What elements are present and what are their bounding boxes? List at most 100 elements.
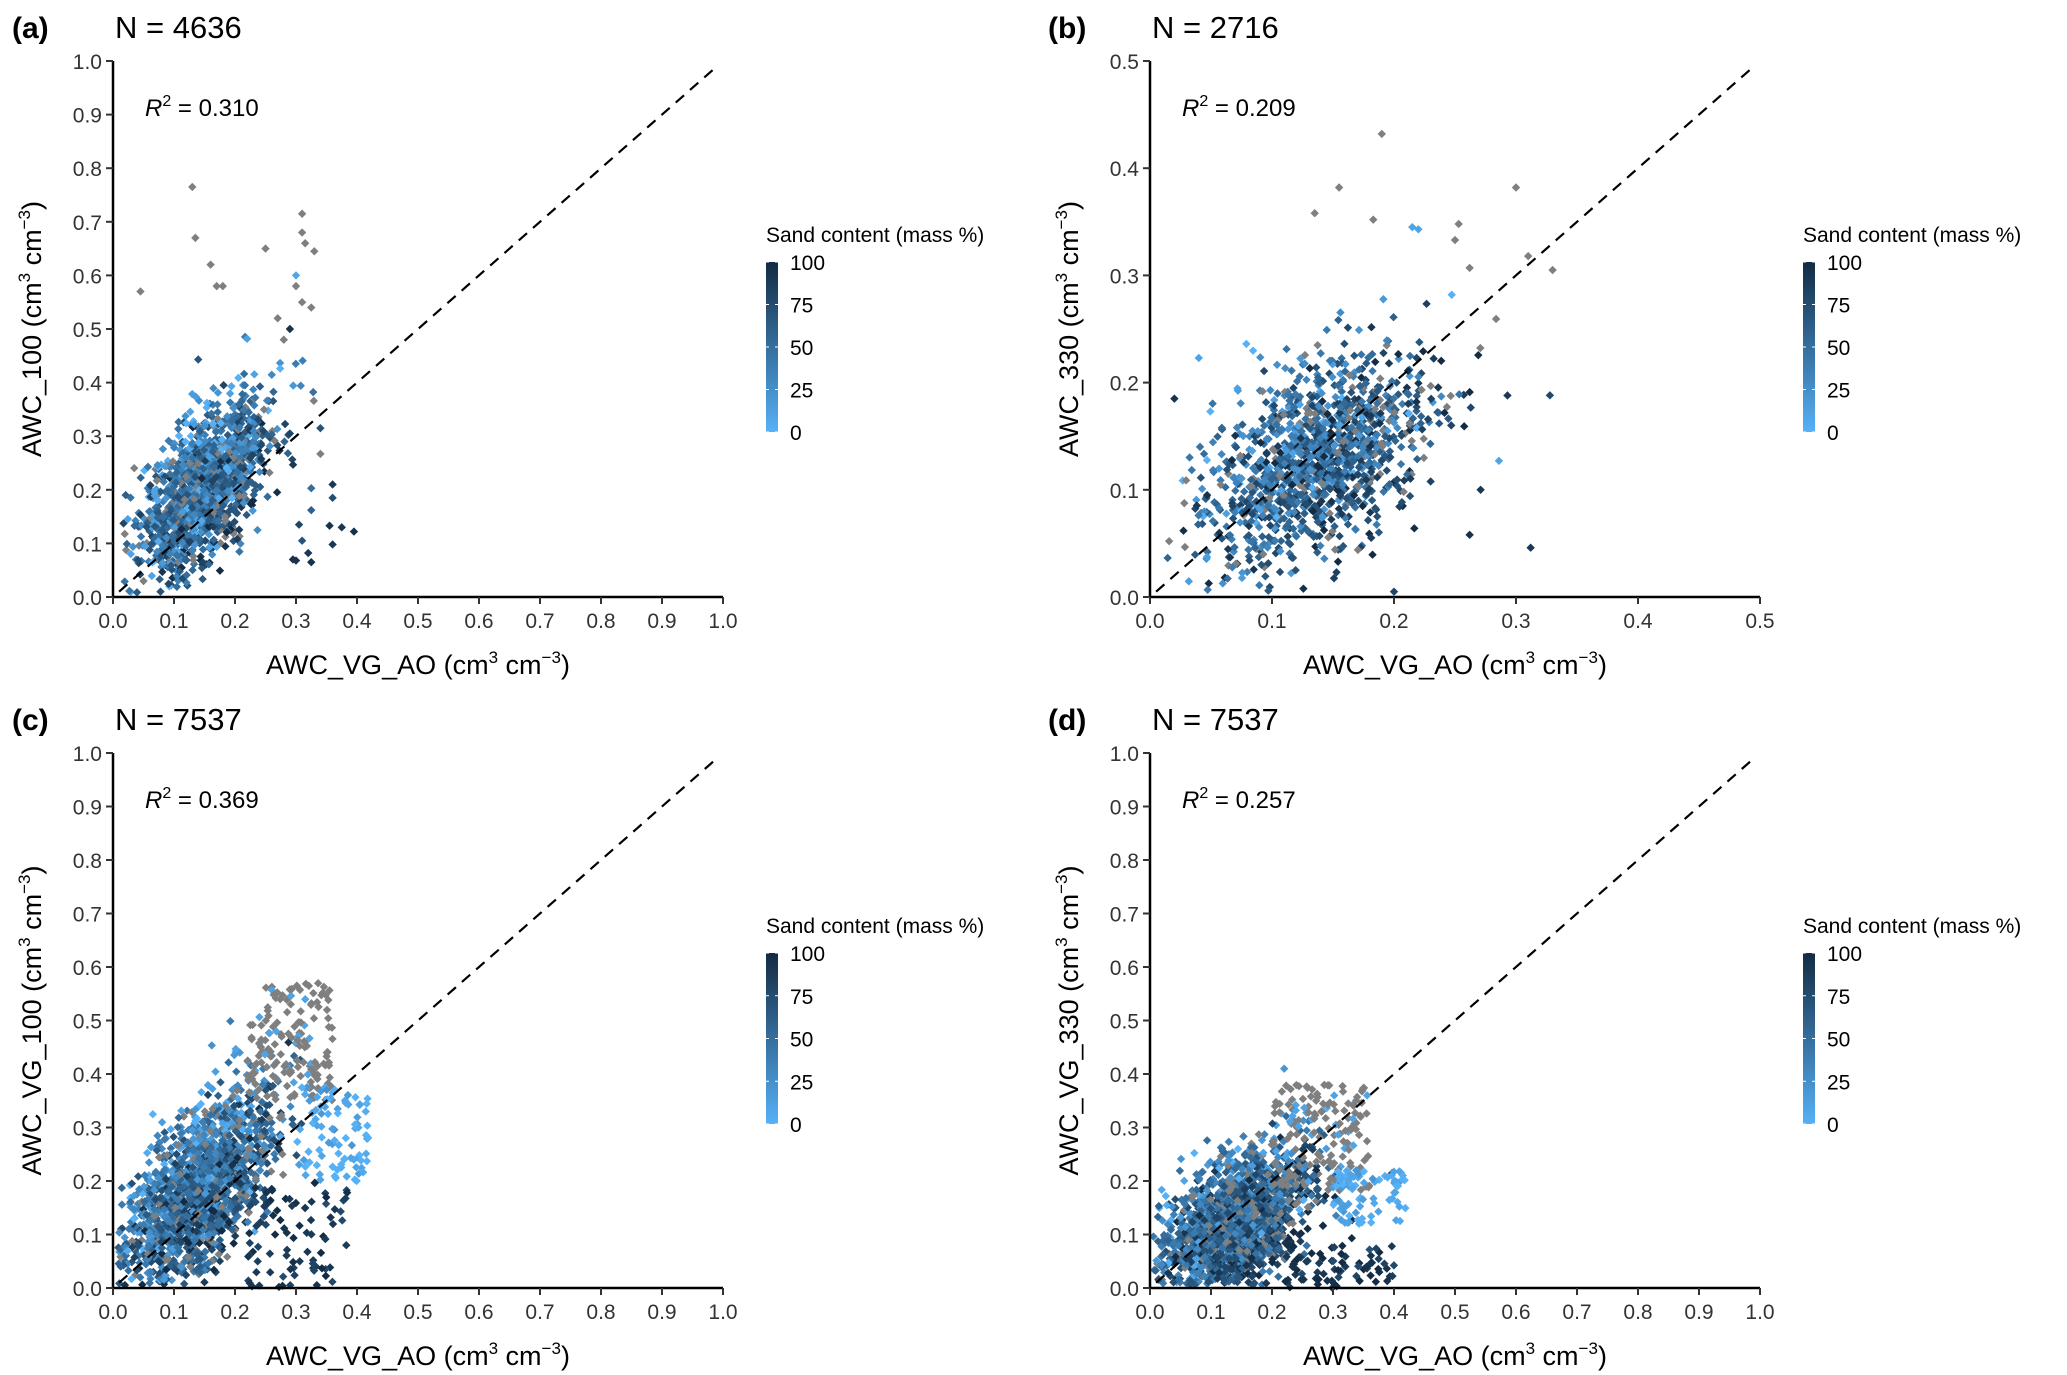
y-tick-label: 0.4 — [73, 1064, 103, 1087]
data-point — [262, 1092, 272, 1101]
data-point — [182, 570, 191, 580]
one-to-one-line — [1155, 65, 1755, 593]
y-tick-label: 0.2 — [1110, 373, 1139, 396]
data-point — [1343, 323, 1353, 332]
data-point — [1185, 453, 1194, 462]
data-point — [1330, 545, 1340, 554]
data-point — [1337, 358, 1347, 368]
data-point — [1193, 520, 1203, 529]
data-point — [130, 463, 139, 473]
data-point — [282, 1081, 292, 1091]
data-point — [1282, 344, 1291, 354]
data-point — [307, 557, 316, 567]
y-tick-label: 0.9 — [73, 105, 102, 128]
data-point — [211, 427, 221, 437]
data-point — [153, 506, 162, 515]
data-point — [1259, 549, 1268, 559]
data-point — [1224, 561, 1233, 570]
data-point — [158, 513, 168, 522]
data-point — [1389, 313, 1398, 322]
data-point — [307, 303, 316, 312]
data-point — [204, 516, 213, 526]
data-point — [1329, 401, 1339, 410]
data-point — [227, 382, 236, 391]
panel-tag: (c) — [12, 704, 49, 737]
colorbar-tick-label: 50 — [790, 1029, 813, 1052]
data-point — [1322, 325, 1331, 335]
data-point — [337, 523, 346, 532]
data-point — [295, 1221, 304, 1230]
data-point — [1241, 518, 1250, 527]
data-point — [1179, 526, 1188, 535]
data-point — [310, 247, 319, 256]
data-point — [1397, 431, 1406, 441]
data-point — [289, 381, 298, 390]
data-point — [291, 271, 301, 280]
data-point — [215, 566, 225, 575]
data-point — [224, 1058, 233, 1067]
data-point — [263, 431, 272, 440]
data-point — [235, 423, 244, 432]
data-point — [225, 506, 234, 516]
data-point — [328, 480, 337, 489]
data-point — [126, 493, 135, 502]
data-point — [293, 1062, 303, 1072]
data-point — [1395, 502, 1404, 511]
data-point — [1377, 413, 1386, 422]
data-point — [1255, 505, 1265, 514]
data-point — [1369, 215, 1378, 224]
data-point — [1429, 354, 1438, 363]
data-point — [324, 1014, 333, 1023]
x-axis-title: AWC_VG_AO (cm3 cm−3) — [1303, 648, 1607, 680]
x-tick-label: 0.1 — [159, 610, 188, 633]
x-tick-label: 0.4 — [342, 610, 372, 633]
data-point — [1434, 383, 1443, 392]
data-point — [1300, 509, 1309, 518]
data-point — [285, 429, 295, 438]
data-point — [1232, 423, 1242, 432]
data-point — [229, 529, 238, 538]
data-point — [233, 534, 242, 544]
data-point — [120, 1233, 129, 1242]
data-point — [1297, 526, 1306, 536]
data-point — [1379, 487, 1388, 496]
x-tick-label: 0.8 — [586, 610, 615, 633]
data-point — [174, 492, 183, 502]
data-point — [1228, 460, 1237, 470]
data-point — [304, 548, 313, 558]
data-point — [156, 487, 165, 496]
y-tick-label: 0.7 — [73, 212, 102, 235]
data-point — [232, 412, 242, 421]
data-point — [1202, 455, 1212, 465]
data-point — [328, 1219, 338, 1229]
data-point — [1459, 422, 1469, 431]
data-point — [1274, 543, 1283, 553]
data-point — [249, 426, 258, 436]
data-point — [1256, 353, 1265, 362]
y-tick-label: 1.0 — [73, 743, 102, 766]
data-point — [172, 468, 181, 477]
data-point — [125, 586, 134, 596]
x-tick-label: 0.7 — [525, 610, 554, 633]
data-point — [1328, 360, 1337, 369]
data-point — [1414, 379, 1423, 388]
data-point — [1398, 399, 1407, 409]
data-point — [1414, 372, 1423, 382]
data-point — [1410, 524, 1419, 533]
data-point — [300, 1203, 310, 1213]
data-point — [1368, 550, 1377, 559]
data-point — [1397, 497, 1407, 507]
data-point — [191, 472, 200, 482]
data-point — [1379, 348, 1388, 358]
data-point — [1337, 488, 1346, 498]
x-tick-label: 0.1 — [159, 1301, 188, 1324]
data-point — [199, 445, 209, 455]
data-point — [1545, 391, 1555, 400]
data-point — [1217, 534, 1227, 543]
data-point — [154, 537, 163, 546]
data-point — [229, 403, 238, 413]
data-point — [1379, 295, 1388, 304]
data-point — [130, 521, 139, 530]
data-point — [223, 430, 233, 440]
